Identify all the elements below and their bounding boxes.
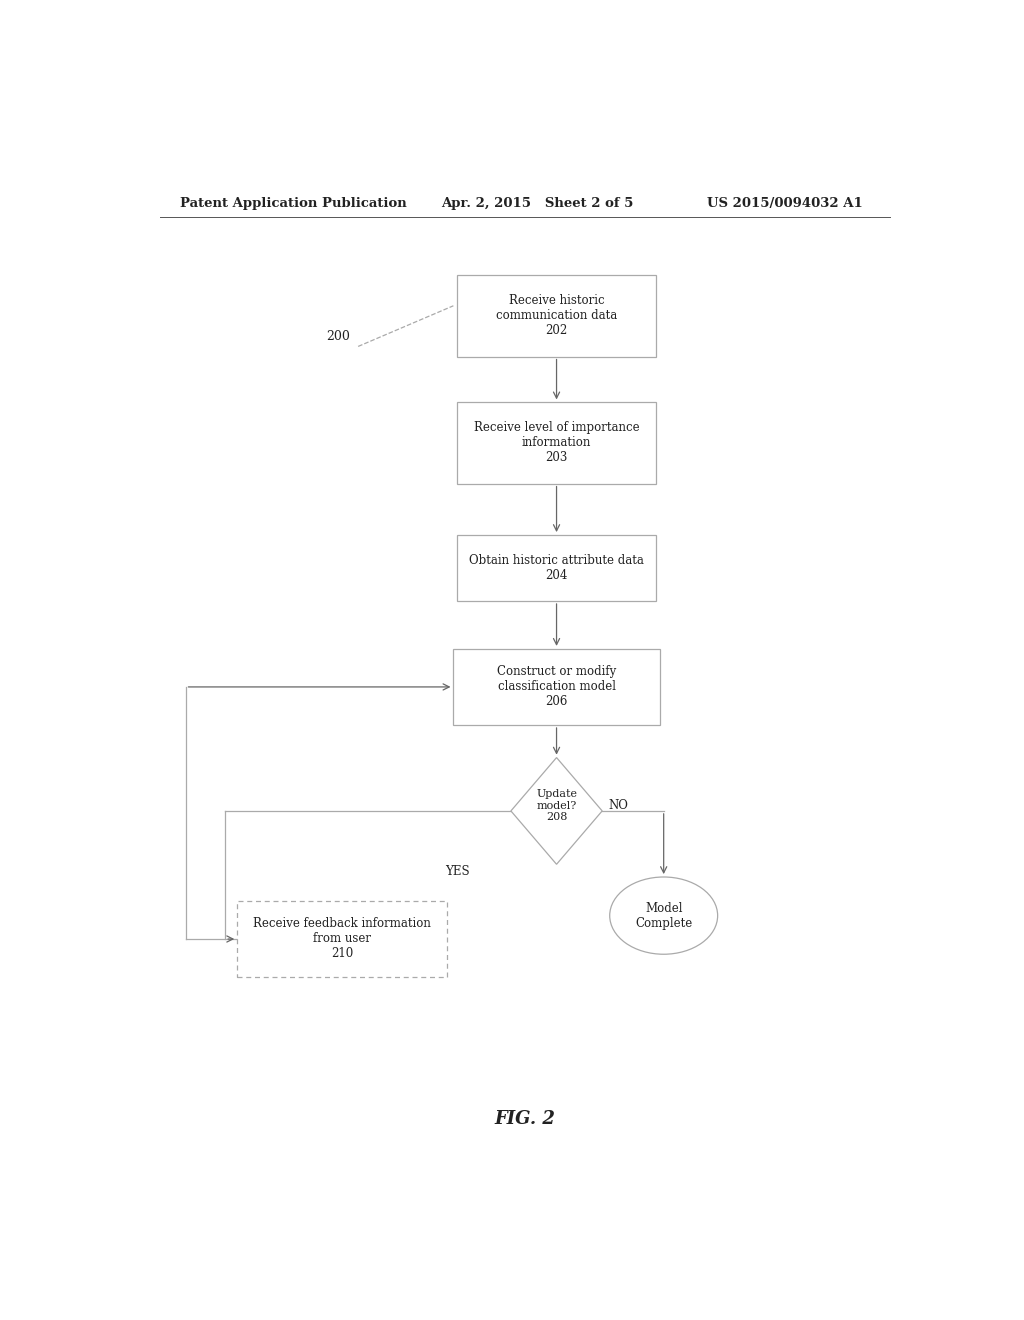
FancyBboxPatch shape bbox=[238, 900, 447, 977]
Text: Obtain historic attribute data
204: Obtain historic attribute data 204 bbox=[469, 554, 644, 582]
Text: Patent Application Publication: Patent Application Publication bbox=[179, 197, 407, 210]
Text: Receive level of importance
information
203: Receive level of importance information … bbox=[474, 421, 639, 465]
Polygon shape bbox=[511, 758, 602, 865]
Text: NO: NO bbox=[608, 800, 629, 812]
FancyBboxPatch shape bbox=[458, 403, 655, 483]
Text: Construct or modify
classification model
206: Construct or modify classification model… bbox=[497, 665, 616, 709]
Text: FIG. 2: FIG. 2 bbox=[495, 1110, 555, 1127]
FancyBboxPatch shape bbox=[454, 649, 659, 725]
Text: Receive feedback information
from user
210: Receive feedback information from user 2… bbox=[253, 917, 431, 961]
Text: 200: 200 bbox=[327, 330, 350, 343]
Ellipse shape bbox=[609, 876, 718, 954]
Text: YES: YES bbox=[445, 866, 470, 878]
Text: Receive historic
communication data
202: Receive historic communication data 202 bbox=[496, 294, 617, 338]
FancyBboxPatch shape bbox=[458, 276, 655, 356]
Text: US 2015/0094032 A1: US 2015/0094032 A1 bbox=[708, 197, 863, 210]
Text: Apr. 2, 2015   Sheet 2 of 5: Apr. 2, 2015 Sheet 2 of 5 bbox=[441, 197, 634, 210]
Text: Update
model?
208: Update model? 208 bbox=[536, 789, 578, 822]
Text: Model
Complete: Model Complete bbox=[635, 902, 692, 929]
FancyBboxPatch shape bbox=[458, 535, 655, 601]
